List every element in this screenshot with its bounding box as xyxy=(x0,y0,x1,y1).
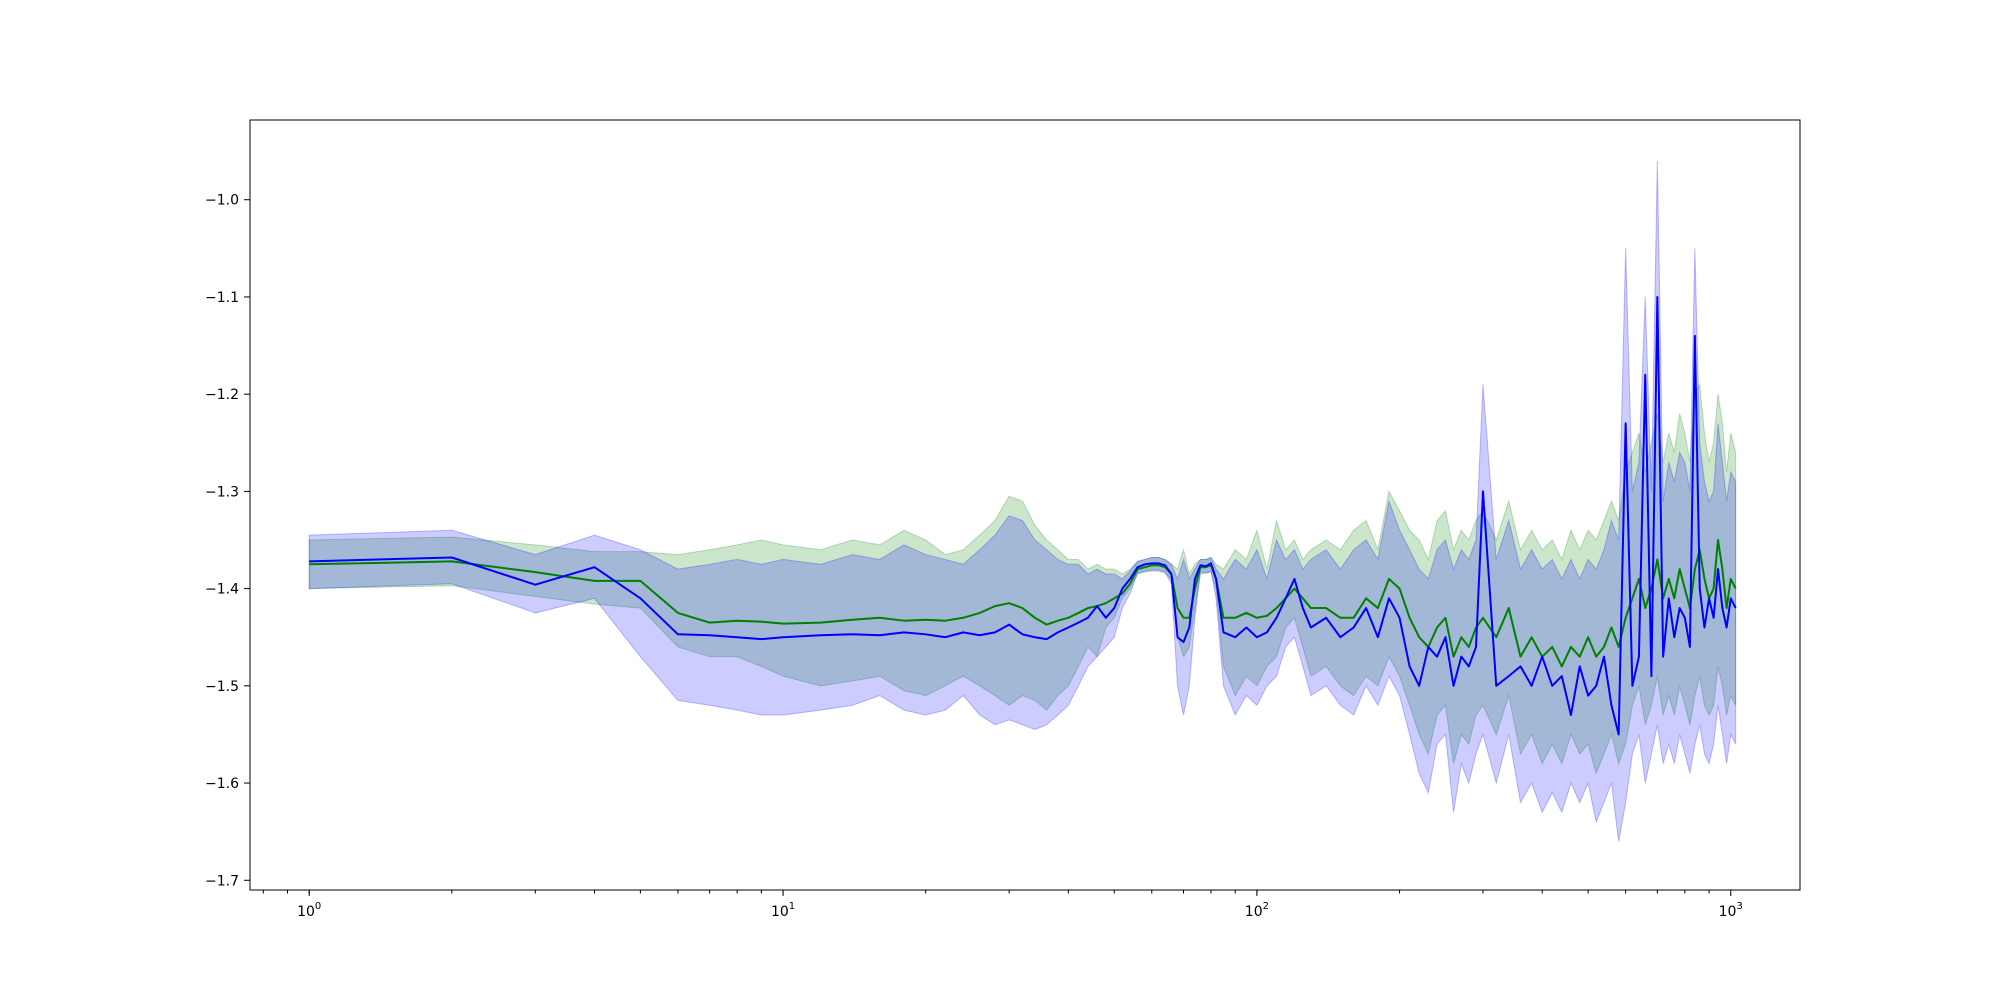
confidence-bands xyxy=(308,160,1737,842)
y-tick-label: −1.0 xyxy=(205,193,239,209)
series-2-line xyxy=(309,295,1737,736)
y-tick-label: −1.4 xyxy=(205,582,239,598)
x-tick-label: 102 xyxy=(1245,901,1269,920)
x-tick-label: 103 xyxy=(1719,901,1743,920)
plot-frame xyxy=(249,119,1801,891)
y-axis: −1.0 −1.1 −1.2 −1.3 −1.4 −1.5 −1.6 −1.7 xyxy=(205,193,250,889)
x-tick-label: 101 xyxy=(771,901,795,920)
series-1-band xyxy=(308,382,1737,775)
y-tick-label: −1.1 xyxy=(205,290,239,306)
y-tick-label: −1.7 xyxy=(205,873,239,889)
y-tick-label: −1.6 xyxy=(205,776,239,792)
y-tick-label: −1.2 xyxy=(205,387,239,403)
y-tick-label: −1.3 xyxy=(205,484,239,500)
series-2-band xyxy=(308,160,1737,842)
series-lines xyxy=(309,295,1737,736)
x-axis: 100 101 102 103 xyxy=(262,890,1743,920)
series-1-line xyxy=(309,539,1737,668)
x-tick-label: 100 xyxy=(297,901,321,920)
y-tick-label: −1.5 xyxy=(205,679,239,695)
